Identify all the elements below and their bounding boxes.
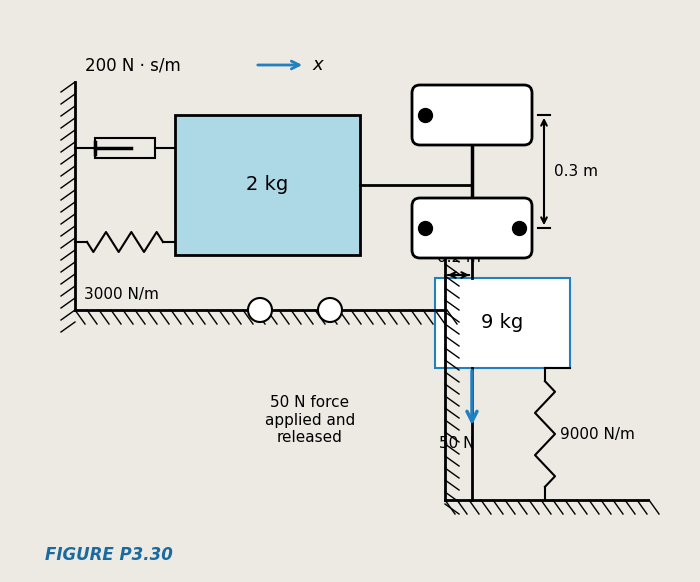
- Text: 9000 N/m: 9000 N/m: [560, 427, 635, 442]
- Text: 200 N · s/m: 200 N · s/m: [85, 56, 181, 74]
- Text: 0.2 m: 0.2 m: [437, 250, 480, 265]
- Text: 2 kg: 2 kg: [246, 176, 288, 194]
- Text: 9 kg: 9 kg: [482, 314, 524, 332]
- Circle shape: [248, 298, 272, 322]
- Bar: [175, 115, 360, 255]
- FancyBboxPatch shape: [412, 198, 532, 258]
- Text: 3000 N/m: 3000 N/m: [84, 288, 159, 303]
- Bar: [95, 138, 155, 158]
- Bar: [435, 278, 570, 368]
- FancyBboxPatch shape: [412, 85, 532, 145]
- Text: FIGURE P3.30: FIGURE P3.30: [45, 546, 173, 564]
- Text: x: x: [312, 56, 323, 74]
- Text: 50 N force
applied and
released: 50 N force applied and released: [265, 395, 355, 445]
- Text: 0.3 m: 0.3 m: [554, 164, 598, 179]
- Text: 50 N: 50 N: [440, 436, 475, 451]
- Circle shape: [318, 298, 342, 322]
